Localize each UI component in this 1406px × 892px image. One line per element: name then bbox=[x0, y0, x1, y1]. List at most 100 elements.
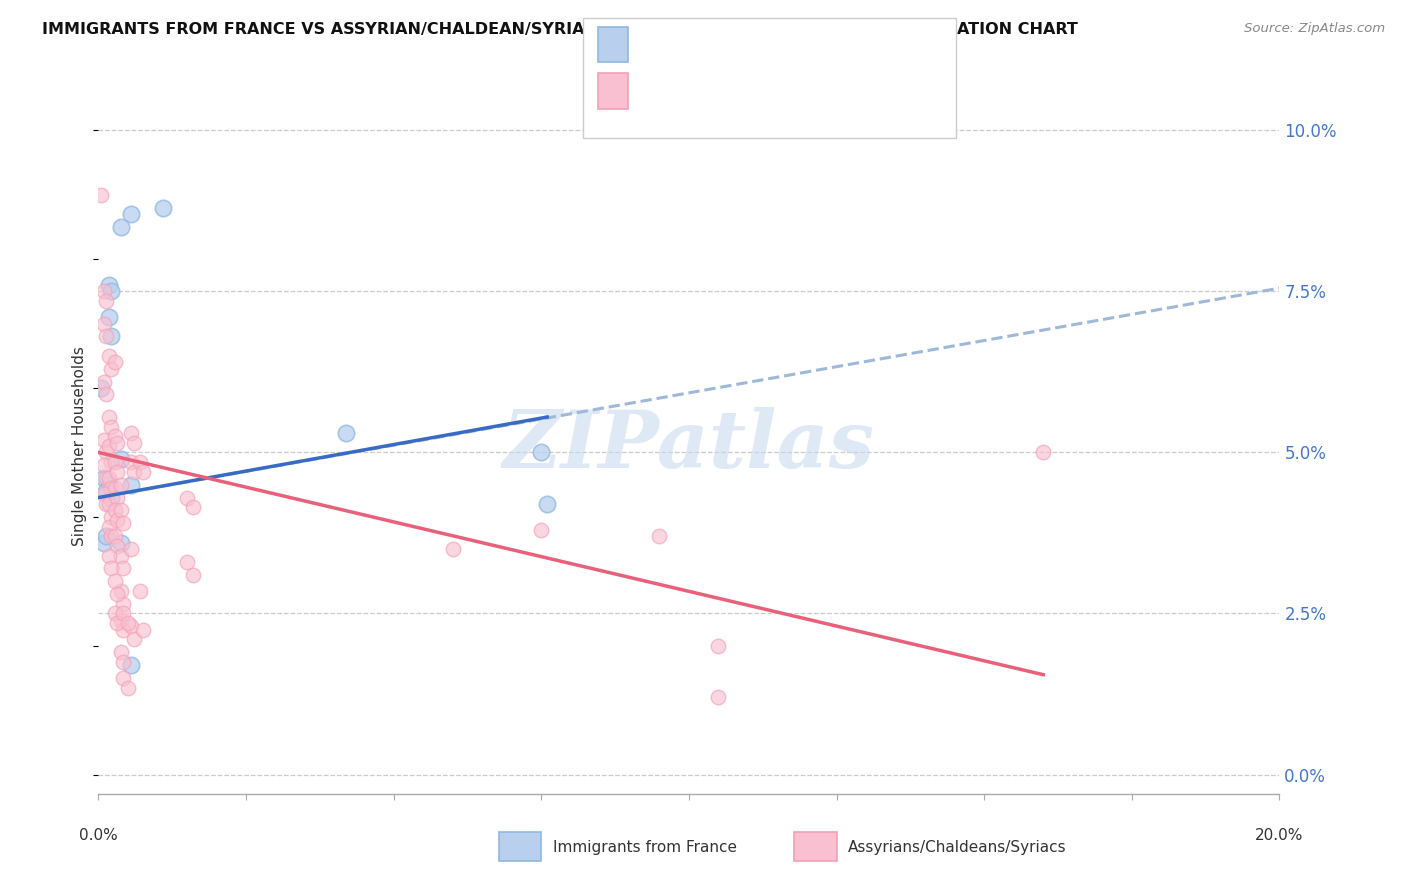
Point bbox=[120, 426, 142, 441]
Text: R =: R = bbox=[640, 34, 681, 52]
Text: -0.335: -0.335 bbox=[682, 80, 741, 98]
Point bbox=[94, 529, 117, 543]
Point bbox=[94, 445, 117, 459]
Point bbox=[94, 294, 117, 309]
Point bbox=[335, 426, 357, 441]
Point bbox=[105, 616, 128, 631]
Point bbox=[93, 317, 115, 331]
Text: 0.0%: 0.0% bbox=[79, 828, 118, 843]
Y-axis label: Single Mother Households: Single Mother Households bbox=[72, 346, 87, 546]
Point bbox=[104, 455, 127, 469]
Point bbox=[110, 549, 132, 563]
Point bbox=[105, 587, 128, 601]
Point bbox=[707, 690, 730, 705]
Point bbox=[112, 607, 135, 621]
Point bbox=[104, 503, 127, 517]
Point bbox=[120, 542, 142, 557]
Point bbox=[110, 219, 132, 234]
Point bbox=[104, 481, 127, 495]
Point bbox=[122, 465, 145, 479]
Point bbox=[100, 561, 122, 575]
Point bbox=[707, 639, 730, 653]
Point bbox=[104, 529, 127, 543]
Point bbox=[120, 207, 142, 221]
Text: ZIPatlas: ZIPatlas bbox=[503, 408, 875, 484]
Point bbox=[110, 503, 132, 517]
Point bbox=[120, 477, 142, 491]
Point bbox=[94, 471, 117, 485]
Point bbox=[128, 583, 150, 598]
Point bbox=[122, 632, 145, 647]
Point bbox=[98, 519, 121, 533]
Text: IMMIGRANTS FROM FRANCE VS ASSYRIAN/CHALDEAN/SYRIAC SINGLE MOTHER HOUSEHOLDS CORR: IMMIGRANTS FROM FRANCE VS ASSYRIAN/CHALD… bbox=[42, 22, 1078, 37]
Point bbox=[181, 500, 204, 515]
Text: Source: ZipAtlas.com: Source: ZipAtlas.com bbox=[1244, 22, 1385, 36]
Point bbox=[132, 465, 155, 479]
Point bbox=[104, 574, 127, 589]
Point bbox=[93, 535, 115, 549]
Point bbox=[90, 381, 112, 395]
Point bbox=[112, 655, 135, 669]
Point bbox=[100, 509, 122, 524]
Point bbox=[176, 555, 198, 569]
Point bbox=[110, 477, 132, 491]
Point bbox=[94, 387, 117, 401]
Point bbox=[176, 491, 198, 505]
Text: 0.194: 0.194 bbox=[685, 34, 737, 52]
Point bbox=[100, 455, 122, 469]
Text: N =: N = bbox=[747, 34, 783, 52]
Point bbox=[100, 361, 122, 376]
Point bbox=[98, 277, 121, 292]
Point bbox=[110, 583, 132, 598]
Point bbox=[1032, 445, 1054, 459]
Point bbox=[98, 439, 121, 453]
Point bbox=[93, 433, 115, 447]
Point bbox=[105, 435, 128, 450]
Point bbox=[120, 619, 142, 633]
Point bbox=[90, 187, 112, 202]
Point bbox=[98, 497, 121, 511]
Point bbox=[93, 375, 115, 389]
Point bbox=[98, 410, 121, 425]
Point bbox=[104, 429, 127, 443]
Point bbox=[105, 465, 128, 479]
Point bbox=[94, 497, 117, 511]
Point bbox=[100, 529, 122, 543]
Point bbox=[530, 523, 553, 537]
Point bbox=[117, 616, 139, 631]
Text: Assyrians/Chaldeans/Syriacs: Assyrians/Chaldeans/Syriacs bbox=[848, 840, 1066, 855]
Point bbox=[132, 623, 155, 637]
Point bbox=[93, 487, 115, 501]
Point bbox=[648, 529, 671, 543]
Point bbox=[441, 542, 464, 557]
Point bbox=[104, 355, 127, 369]
Point bbox=[152, 201, 174, 215]
Point bbox=[94, 484, 117, 499]
Point bbox=[536, 497, 558, 511]
Point bbox=[112, 561, 135, 575]
Point bbox=[100, 481, 122, 495]
Point bbox=[112, 623, 135, 637]
Point bbox=[104, 607, 127, 621]
Point bbox=[110, 613, 132, 627]
Text: 20.0%: 20.0% bbox=[1256, 828, 1303, 843]
Text: N =: N = bbox=[749, 80, 786, 98]
Point bbox=[94, 329, 117, 343]
Point bbox=[112, 671, 135, 685]
Point bbox=[105, 491, 128, 505]
Point bbox=[100, 285, 122, 299]
Point bbox=[112, 516, 135, 531]
Point bbox=[93, 458, 115, 473]
Point bbox=[120, 455, 142, 469]
Point bbox=[117, 681, 139, 695]
Point bbox=[181, 567, 204, 582]
Point bbox=[98, 310, 121, 325]
Point bbox=[128, 455, 150, 469]
Point bbox=[93, 285, 115, 299]
Point bbox=[93, 471, 115, 485]
Text: 77: 77 bbox=[790, 80, 814, 98]
Point bbox=[105, 539, 128, 553]
Point bbox=[100, 491, 122, 505]
Point bbox=[98, 549, 121, 563]
Point bbox=[98, 349, 121, 363]
